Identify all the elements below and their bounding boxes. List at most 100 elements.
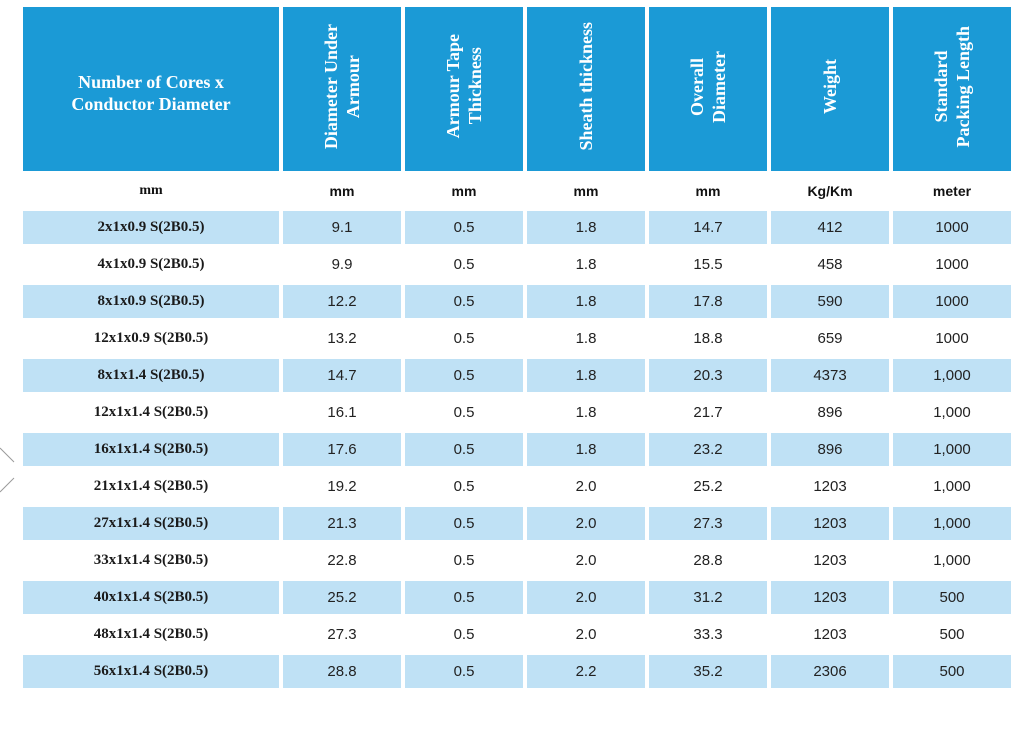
value-cell: 2.0 xyxy=(575,552,597,569)
value-cell: 2.0 xyxy=(575,478,597,495)
header-weight: Weight xyxy=(771,7,889,171)
value-cell: 1,000 xyxy=(933,404,971,421)
value-cell: 1000 xyxy=(893,285,1011,318)
table-row: 2x1x0.9 S(2B0.5) 9.1 0.5 1.8 14.7 412 1000 xyxy=(23,211,1011,244)
value-cell: 1,000 xyxy=(933,552,971,569)
header-row: Number of Cores x Conductor Diameter Dia… xyxy=(23,7,1011,171)
value-cell: 0.5 xyxy=(453,330,475,347)
value-cell: 23.2 xyxy=(649,433,767,466)
table-row: 33x1x1.4 S(2B0.5) 22.8 0.5 2.0 28.8 1203 1,000 xyxy=(23,544,1011,577)
value-cell: 500 xyxy=(939,626,965,643)
value-cell: 14.7 xyxy=(649,211,767,244)
value-cell: 412 xyxy=(771,211,889,244)
value-cell: 0.5 xyxy=(405,507,523,540)
value-cell: 22.8 xyxy=(327,552,357,569)
header-standard-packing-length: Standard Packing Length xyxy=(893,7,1011,171)
value-cell: 28.8 xyxy=(693,552,723,569)
value-cell: 1203 xyxy=(771,581,889,614)
cable-type-cell: 40x1x1.4 S(2B0.5) xyxy=(23,581,279,614)
value-cell: 2306 xyxy=(771,655,889,688)
table-row: 12x1x0.9 S(2B0.5) 13.2 0.5 1.8 18.8 659 1000 xyxy=(23,322,1011,355)
value-cell: 27.3 xyxy=(649,507,767,540)
unit-cell: mm xyxy=(329,183,355,199)
value-cell: 17.8 xyxy=(649,285,767,318)
unit-cell: mm xyxy=(139,183,163,198)
value-cell: 0.5 xyxy=(405,581,523,614)
value-cell: 896 xyxy=(817,404,843,421)
table-row: 16x1x1.4 S(2B0.5) 17.6 0.5 1.8 23.2 896 1,000 xyxy=(23,433,1011,466)
value-cell: 1000 xyxy=(893,211,1011,244)
header-cores-x-diameter: Number of Cores x Conductor Diameter xyxy=(23,7,279,171)
value-cell: 0.5 xyxy=(405,655,523,688)
table-row: 27x1x1.4 S(2B0.5) 21.3 0.5 2.0 27.3 1203 1,000 xyxy=(23,507,1011,540)
cable-type-cell: 12x1x1.4 S(2B0.5) xyxy=(93,404,209,420)
value-cell: 0.5 xyxy=(405,359,523,392)
unit-cell: mm xyxy=(451,183,477,199)
value-cell: 35.2 xyxy=(649,655,767,688)
value-cell: 20.3 xyxy=(649,359,767,392)
value-cell: 9.9 xyxy=(331,256,353,273)
unit-cell: Kg/Km xyxy=(807,183,853,199)
value-cell: 1203 xyxy=(813,626,847,643)
value-cell: 1,000 xyxy=(893,507,1011,540)
cable-type-cell: 21x1x1.4 S(2B0.5) xyxy=(93,478,209,494)
value-cell: 896 xyxy=(771,433,889,466)
value-cell: 0.5 xyxy=(453,256,475,273)
value-cell: 2.0 xyxy=(527,581,645,614)
value-cell: 2.2 xyxy=(527,655,645,688)
table-row: 56x1x1.4 S(2B0.5) 28.8 0.5 2.2 35.2 2306 500 xyxy=(23,655,1011,688)
value-cell: 1.8 xyxy=(527,211,645,244)
header-armour-tape-thickness: Armour Tape Thickness xyxy=(405,7,523,171)
value-cell: 19.2 xyxy=(327,478,357,495)
table-row: 8x1x1.4 S(2B0.5) 14.7 0.5 1.8 20.3 4373 1,000 xyxy=(23,359,1011,392)
value-cell: 2.0 xyxy=(527,507,645,540)
value-cell: 16.1 xyxy=(327,404,357,421)
value-cell: 12.2 xyxy=(283,285,401,318)
value-cell: 1000 xyxy=(935,256,969,273)
units-row: mm mm mm mm mm Kg/Km meter xyxy=(23,175,1011,207)
table-row: 12x1x1.4 S(2B0.5) 16.1 0.5 1.8 21.7 896 1,000 xyxy=(23,396,1011,429)
value-cell: 0.5 xyxy=(453,478,475,495)
value-cell: 0.5 xyxy=(405,211,523,244)
cable-type-cell: 16x1x1.4 S(2B0.5) xyxy=(23,433,279,466)
value-cell: 500 xyxy=(893,655,1011,688)
cable-type-cell: 27x1x1.4 S(2B0.5) xyxy=(23,507,279,540)
cable-type-cell: 8x1x1.4 S(2B0.5) xyxy=(23,359,279,392)
cable-type-cell: 48x1x1.4 S(2B0.5) xyxy=(93,626,209,642)
cable-type-cell: 33x1x1.4 S(2B0.5) xyxy=(93,552,209,568)
decorative-arc xyxy=(0,447,15,493)
value-cell: 14.7 xyxy=(283,359,401,392)
value-cell: 17.6 xyxy=(283,433,401,466)
value-cell: 2.0 xyxy=(575,626,597,643)
value-cell: 31.2 xyxy=(649,581,767,614)
value-cell: 18.8 xyxy=(693,330,723,347)
table-row: 48x1x1.4 S(2B0.5) 27.3 0.5 2.0 33.3 1203 500 xyxy=(23,618,1011,651)
value-cell: 25.2 xyxy=(283,581,401,614)
value-cell: 28.8 xyxy=(283,655,401,688)
unit-cell: mm xyxy=(695,183,721,199)
header-sheath-thickness: Sheath thickness xyxy=(527,7,645,171)
value-cell: 1203 xyxy=(813,552,847,569)
table-body: mm mm mm mm mm Kg/Km meter 2x1x0.9 S(2B0… xyxy=(23,175,1011,688)
cable-type-cell: 56x1x1.4 S(2B0.5) xyxy=(23,655,279,688)
value-cell: 33.3 xyxy=(693,626,723,643)
value-cell: 9.1 xyxy=(283,211,401,244)
value-cell: 1000 xyxy=(935,330,969,347)
value-cell: 1.8 xyxy=(527,359,645,392)
value-cell: 0.5 xyxy=(405,433,523,466)
cable-type-cell: 12x1x0.9 S(2B0.5) xyxy=(93,330,209,346)
value-cell: 1.8 xyxy=(575,330,597,347)
value-cell: 0.5 xyxy=(453,626,475,643)
value-cell: 0.5 xyxy=(453,552,475,569)
value-cell: 0.5 xyxy=(453,404,475,421)
cable-type-cell: 8x1x0.9 S(2B0.5) xyxy=(23,285,279,318)
value-cell: 21.3 xyxy=(283,507,401,540)
value-cell: 1,000 xyxy=(893,359,1011,392)
table-row: 8x1x0.9 S(2B0.5) 12.2 0.5 1.8 17.8 590 1000 xyxy=(23,285,1011,318)
cable-type-cell: 2x1x0.9 S(2B0.5) xyxy=(23,211,279,244)
value-cell: 1,000 xyxy=(893,433,1011,466)
header-diameter-under-armour: Diameter Under Armour xyxy=(283,7,401,171)
value-cell: 1.8 xyxy=(575,404,597,421)
value-cell: 1203 xyxy=(771,507,889,540)
